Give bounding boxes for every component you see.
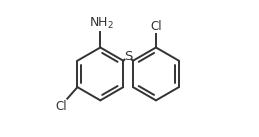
- Text: S: S: [124, 50, 132, 63]
- Text: Cl: Cl: [151, 20, 162, 33]
- Text: Cl: Cl: [55, 100, 67, 113]
- Text: NH$_2$: NH$_2$: [89, 16, 113, 31]
